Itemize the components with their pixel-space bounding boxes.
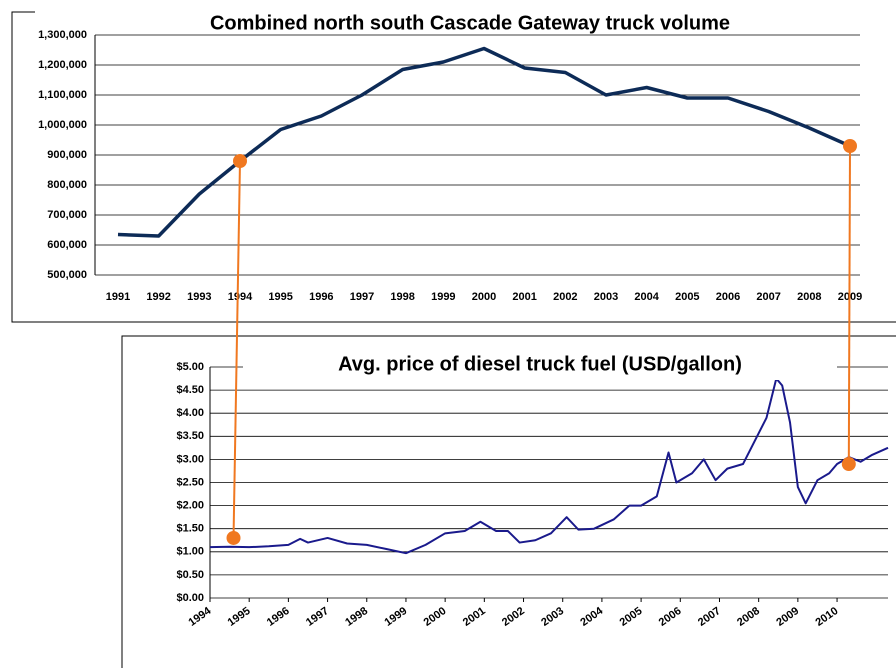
y-tick-label: $0.00 [176, 592, 204, 604]
x-tick-label: 2008 [797, 291, 821, 303]
connector [232, 160, 241, 538]
y-tick-label: $4.50 [176, 384, 204, 396]
y-tick-label: $3.50 [176, 430, 204, 442]
highlight-dot [841, 457, 856, 472]
x-tick-label: 2000 [472, 291, 496, 303]
y-tick-label: $2.50 [176, 476, 204, 488]
x-tick-label: 2006 [716, 291, 740, 303]
y-tick-label: $1.50 [176, 523, 204, 535]
frame [11, 11, 896, 323]
x-tick-label: 1992 [146, 291, 170, 303]
x-tick-label: 1998 [390, 291, 414, 303]
y-tick-label: $2.00 [176, 500, 204, 512]
y-tick-label: $3.00 [176, 453, 204, 465]
title-bg [243, 350, 837, 380]
connector [847, 145, 851, 465]
x-tick-label: 2004 [634, 291, 659, 303]
y-tick-label: $4.00 [176, 407, 204, 419]
x-tick-label: 1994 [228, 291, 253, 303]
x-tick-label: 2007 [756, 291, 780, 303]
x-tick-label: 1993 [187, 291, 211, 303]
y-tick-label: 1,000,000 [38, 119, 87, 131]
y-tick-label: 800,000 [47, 179, 87, 191]
y-tick-label: 900,000 [47, 149, 87, 161]
y-tick-label: 500,000 [47, 269, 87, 281]
y-tick-label: 1,200,000 [38, 59, 87, 71]
y-tick-label: $1.00 [176, 546, 204, 558]
y-tick-label: 1,100,000 [38, 89, 87, 101]
x-tick-label: 2001 [512, 291, 536, 303]
frame [121, 335, 896, 668]
x-tick-label: 1999 [431, 291, 455, 303]
x-tick-label: 2005 [675, 291, 699, 303]
x-tick-label: 1997 [350, 291, 374, 303]
y-tick-label: $0.50 [176, 569, 204, 581]
x-tick-label: 2002 [553, 291, 577, 303]
y-tick-label: $5.00 [176, 361, 204, 373]
x-tick-label: 2003 [594, 291, 618, 303]
highlight-dot [843, 139, 857, 153]
y-tick-label: 700,000 [47, 209, 87, 221]
chart-title: Combined north south Cascade Gateway tru… [210, 12, 730, 34]
x-tick-label: 1995 [268, 291, 292, 303]
x-tick-label: 1996 [309, 291, 333, 303]
highlight-dot [233, 154, 247, 168]
x-tick-label: 1991 [106, 291, 130, 303]
data-line [117, 46, 851, 238]
highlight-dot [226, 530, 241, 545]
chart-title: Avg. price of diesel truck fuel (USD/gal… [338, 353, 742, 375]
y-tick-label: 1,300,000 [38, 29, 87, 41]
data-line [209, 377, 889, 555]
y-tick-label: 600,000 [47, 239, 87, 251]
